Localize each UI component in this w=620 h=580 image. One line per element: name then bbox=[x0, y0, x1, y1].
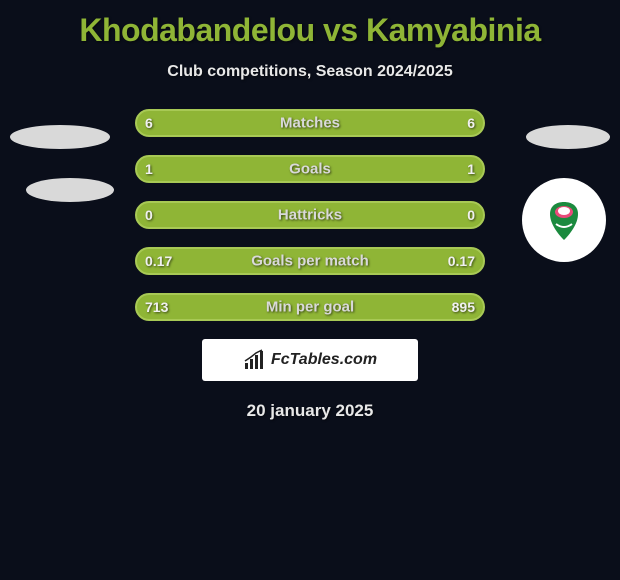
date-label: 20 january 2025 bbox=[0, 401, 620, 421]
stat-label: Matches bbox=[280, 115, 340, 132]
stat-row-matches: 6 Matches 6 bbox=[135, 109, 485, 137]
stat-row-goals: 1 Goals 1 bbox=[135, 155, 485, 183]
stat-value-right: 0.17 bbox=[448, 253, 475, 269]
stat-value-right: 6 bbox=[467, 115, 475, 131]
stat-value-left: 6 bbox=[145, 115, 153, 131]
stat-value-left: 713 bbox=[145, 299, 168, 315]
stat-value-right: 0 bbox=[467, 207, 475, 223]
brand-box[interactable]: FcTables.com bbox=[202, 339, 418, 381]
stat-row-hattricks: 0 Hattricks 0 bbox=[135, 201, 485, 229]
stat-label: Min per goal bbox=[266, 299, 354, 316]
stat-label: Hattricks bbox=[278, 207, 342, 224]
brand-label: FcTables.com bbox=[271, 351, 377, 369]
page-title: Khodabandelou vs Kamyabinia bbox=[0, 0, 620, 49]
stat-value-left: 0.17 bbox=[145, 253, 172, 269]
stats-container: 6 Matches 6 1 Goals 1 0 Hattricks 0 0.17… bbox=[0, 109, 620, 321]
stat-row-goals-per-match: 0.17 Goals per match 0.17 bbox=[135, 247, 485, 275]
stat-value-right: 895 bbox=[452, 299, 475, 315]
stat-value-left: 1 bbox=[145, 161, 153, 177]
stat-value-right: 1 bbox=[467, 161, 475, 177]
subtitle: Club competitions, Season 2024/2025 bbox=[0, 63, 620, 81]
stat-row-min-per-goal: 713 Min per goal 895 bbox=[135, 293, 485, 321]
stat-label: Goals per match bbox=[251, 253, 369, 270]
stat-value-left: 0 bbox=[145, 207, 153, 223]
stat-label: Goals bbox=[289, 161, 331, 178]
brand-chart-icon bbox=[243, 349, 265, 371]
